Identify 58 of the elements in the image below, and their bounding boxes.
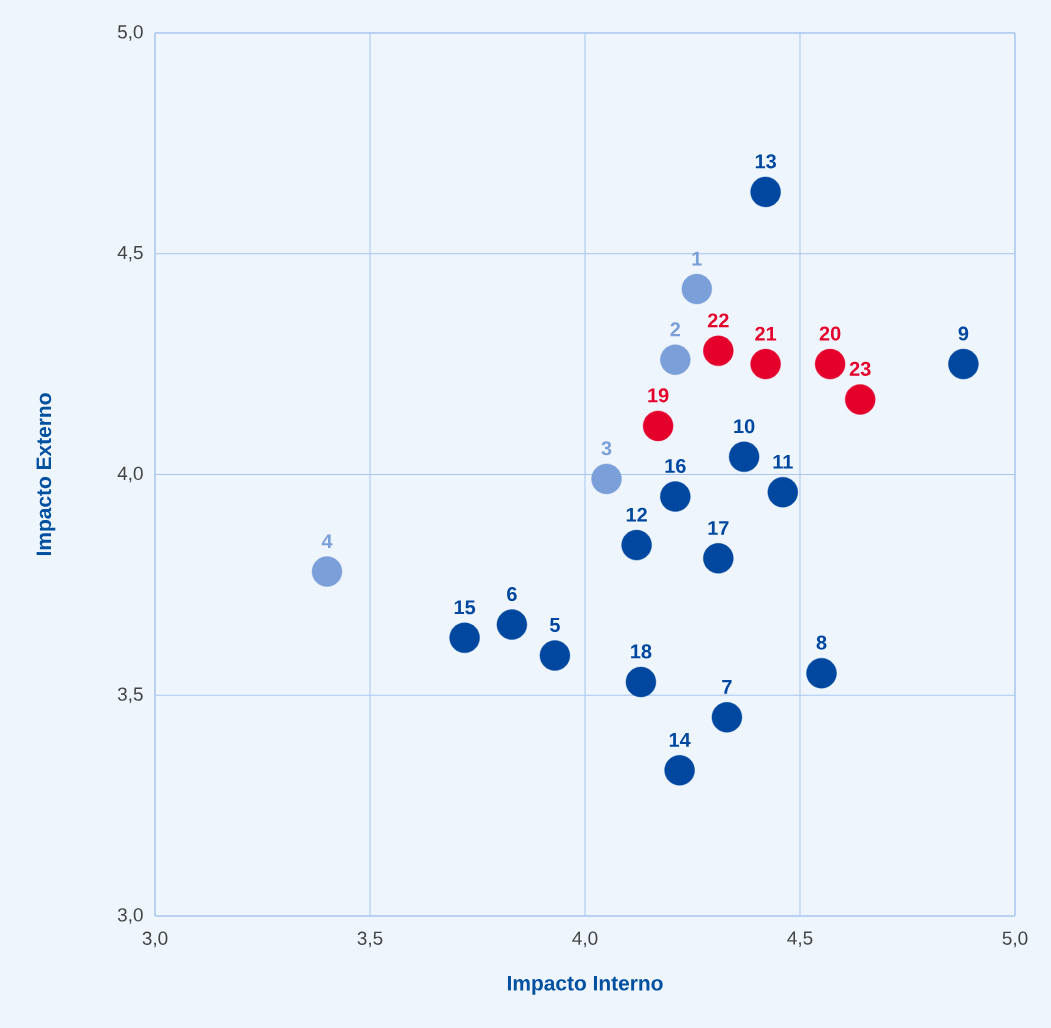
x-axis-title: Impacto Interno xyxy=(507,975,663,995)
point xyxy=(750,348,781,380)
x-tick-label: 4,0 xyxy=(572,931,598,948)
point xyxy=(728,441,760,473)
point xyxy=(806,657,837,689)
point xyxy=(539,640,571,671)
annotation: 6 xyxy=(507,586,517,602)
point xyxy=(621,529,652,561)
point xyxy=(767,476,799,508)
annotation: 15 xyxy=(454,600,476,615)
annotation: 3 xyxy=(601,441,612,456)
point xyxy=(591,463,622,495)
annotation: 23 xyxy=(849,361,871,376)
annotation: 8 xyxy=(816,635,827,650)
point xyxy=(496,609,528,640)
annotation: 16 xyxy=(665,458,686,474)
y-tick-label: 5,0 xyxy=(117,25,143,41)
point xyxy=(311,556,343,587)
x-tick-label: 3,5 xyxy=(357,931,383,948)
annotation: 9 xyxy=(958,326,969,341)
annotation: 19 xyxy=(648,388,669,403)
point xyxy=(664,755,695,786)
point xyxy=(660,344,691,375)
annotation: 17 xyxy=(708,521,729,535)
annotation: 20 xyxy=(819,326,841,341)
x-tick-label: 4,5 xyxy=(787,931,813,947)
point xyxy=(814,348,846,380)
annotation: 14 xyxy=(669,733,691,747)
annotation: 4 xyxy=(321,534,333,549)
y-tick-label: 3,5 xyxy=(117,687,143,704)
point xyxy=(703,543,734,574)
point xyxy=(845,384,876,415)
y-tick-label: 4,0 xyxy=(117,466,143,483)
point xyxy=(625,666,657,698)
point xyxy=(711,702,743,733)
annotation: 18 xyxy=(631,644,652,659)
annotation: 1 xyxy=(692,251,702,266)
annotation: 11 xyxy=(773,454,793,469)
point xyxy=(681,273,713,305)
annotation: 21 xyxy=(755,326,777,341)
point xyxy=(948,348,979,380)
x-tick-label: 3,0 xyxy=(142,931,168,948)
annotation: 10 xyxy=(734,419,755,434)
y-tick-label: 3,0 xyxy=(117,908,143,924)
point xyxy=(660,481,691,512)
annotation: 5 xyxy=(549,618,560,632)
annotation: 2 xyxy=(670,322,681,337)
y-tick-label: 4,5 xyxy=(117,246,143,262)
annotation: 12 xyxy=(626,507,647,522)
point xyxy=(449,622,480,654)
y-axis-title: Impacto Externo xyxy=(36,393,56,556)
annotation: 13 xyxy=(755,154,776,169)
point xyxy=(750,176,781,208)
x-tick-label: 5,0 xyxy=(1002,931,1028,948)
annotation: 22 xyxy=(707,313,729,328)
point xyxy=(703,335,734,367)
annotation: 7 xyxy=(722,680,732,694)
point xyxy=(642,410,674,442)
